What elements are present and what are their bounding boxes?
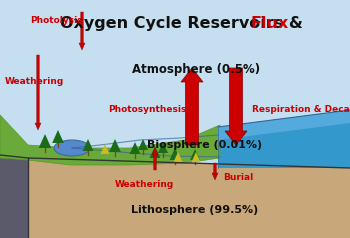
Text: Weathering: Weathering: [5, 77, 64, 86]
FancyArrow shape: [225, 68, 247, 145]
FancyArrow shape: [152, 148, 158, 170]
Text: Oxygen Cycle Reservoirs &: Oxygen Cycle Reservoirs &: [60, 16, 308, 31]
Polygon shape: [130, 142, 140, 154]
Polygon shape: [218, 110, 350, 168]
Polygon shape: [149, 146, 160, 158]
Polygon shape: [100, 144, 110, 154]
Polygon shape: [109, 139, 121, 152]
Polygon shape: [191, 152, 201, 162]
Polygon shape: [190, 149, 200, 160]
FancyArrow shape: [181, 68, 203, 145]
Text: Photolysis: Photolysis: [30, 16, 83, 25]
Text: Burial: Burial: [223, 173, 253, 182]
Polygon shape: [0, 115, 220, 165]
Polygon shape: [138, 139, 148, 150]
Polygon shape: [158, 142, 168, 153]
Text: Lithosphere (99.5%): Lithosphere (99.5%): [131, 205, 259, 215]
Polygon shape: [52, 130, 64, 143]
FancyArrow shape: [79, 12, 85, 50]
Text: Biosphere (0.01%): Biosphere (0.01%): [147, 140, 262, 150]
Polygon shape: [83, 139, 93, 151]
Polygon shape: [174, 152, 182, 162]
Polygon shape: [39, 134, 51, 148]
FancyArrow shape: [35, 55, 41, 130]
Polygon shape: [170, 148, 180, 160]
Text: Flux: Flux: [250, 16, 288, 31]
Text: Photosynthesis: Photosynthesis: [108, 105, 186, 114]
Text: Weathering: Weathering: [115, 180, 174, 189]
Polygon shape: [218, 110, 350, 140]
Text: Respiration & Decay: Respiration & Decay: [252, 105, 350, 114]
Ellipse shape: [54, 140, 90, 156]
FancyArrow shape: [212, 163, 218, 180]
Polygon shape: [0, 155, 28, 238]
Polygon shape: [28, 158, 350, 238]
Text: Atmosphere (0.5%): Atmosphere (0.5%): [132, 63, 260, 76]
